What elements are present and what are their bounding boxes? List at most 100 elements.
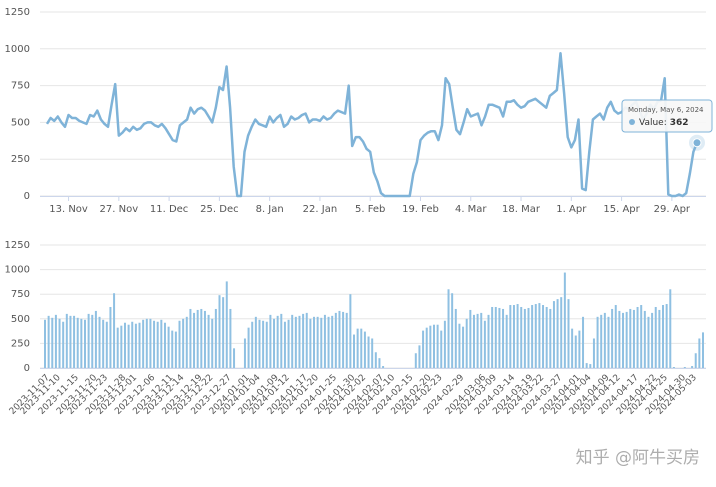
bar bbox=[669, 289, 672, 368]
bar bbox=[123, 322, 126, 368]
bar bbox=[294, 316, 297, 368]
bar bbox=[207, 314, 210, 368]
bar bbox=[545, 306, 548, 368]
bar bbox=[145, 318, 148, 368]
bar bbox=[418, 345, 421, 368]
bar bbox=[683, 367, 686, 368]
y-tick-label: 250 bbox=[11, 154, 30, 165]
y-tick-label: 500 bbox=[11, 314, 30, 325]
bar bbox=[193, 312, 196, 368]
bar bbox=[76, 317, 79, 368]
tooltip-label: Value: bbox=[639, 118, 667, 128]
bar bbox=[73, 315, 76, 368]
bar bbox=[640, 305, 643, 368]
hover-point bbox=[692, 138, 702, 148]
bar bbox=[91, 314, 94, 368]
bar bbox=[647, 316, 650, 368]
watermark: 知乎 @阿牛买房 bbox=[576, 448, 700, 468]
bar bbox=[200, 308, 203, 368]
bar bbox=[476, 313, 479, 368]
bar bbox=[585, 363, 588, 368]
bar bbox=[233, 348, 236, 368]
bar bbox=[527, 307, 530, 368]
tooltip-title: Monday, May 6, 2024 bbox=[628, 106, 704, 114]
bar bbox=[182, 318, 185, 368]
bar bbox=[436, 324, 439, 368]
bar bbox=[422, 330, 425, 368]
bar bbox=[171, 330, 174, 368]
bar bbox=[665, 304, 668, 368]
bar bbox=[269, 314, 272, 368]
bar bbox=[694, 353, 697, 368]
bar bbox=[69, 315, 72, 368]
bar bbox=[131, 321, 134, 368]
bar bbox=[323, 314, 326, 368]
bar bbox=[153, 320, 156, 368]
bar bbox=[429, 325, 432, 368]
bar bbox=[552, 301, 555, 368]
x-tick-label: 15. Apr bbox=[603, 204, 640, 215]
bar bbox=[287, 319, 290, 368]
bar bbox=[542, 305, 545, 368]
bar bbox=[113, 293, 116, 368]
bar bbox=[313, 316, 316, 368]
y-tick-label: 750 bbox=[11, 81, 30, 92]
bar bbox=[549, 308, 552, 368]
bar bbox=[189, 308, 192, 368]
bar bbox=[222, 297, 225, 368]
bar bbox=[425, 327, 428, 368]
bar bbox=[523, 308, 526, 368]
bar bbox=[600, 314, 603, 368]
bar bbox=[320, 317, 323, 368]
bar bbox=[607, 316, 610, 368]
bar bbox=[265, 321, 268, 368]
bar bbox=[622, 312, 625, 368]
bar bbox=[556, 299, 559, 368]
bar bbox=[560, 297, 563, 368]
y-tick-label: 1250 bbox=[5, 7, 30, 18]
bar bbox=[578, 330, 581, 368]
y-tick-label: 0 bbox=[24, 363, 30, 374]
bar bbox=[80, 318, 83, 368]
bar bbox=[62, 321, 65, 368]
bar bbox=[305, 312, 308, 368]
tooltip-value: 362 bbox=[670, 118, 689, 128]
bar bbox=[487, 314, 490, 368]
tooltip-text: Value: 362 bbox=[639, 118, 689, 128]
bar bbox=[469, 309, 472, 368]
bar bbox=[505, 314, 508, 368]
bar bbox=[454, 308, 457, 368]
bar bbox=[134, 323, 137, 368]
bar bbox=[203, 310, 206, 368]
x-tick-label: 13. Nov bbox=[49, 204, 88, 215]
bar bbox=[462, 326, 465, 368]
bar bbox=[142, 319, 145, 368]
bar bbox=[156, 321, 159, 368]
x-tick-label: 11. Dec bbox=[150, 204, 188, 215]
bar bbox=[109, 306, 112, 368]
bar bbox=[174, 331, 177, 368]
bar bbox=[494, 306, 497, 368]
bar bbox=[440, 330, 443, 368]
bar bbox=[309, 318, 312, 368]
bar bbox=[83, 319, 86, 368]
bar bbox=[138, 322, 141, 368]
bar bbox=[178, 320, 181, 368]
x-tick-label: 22. Jan bbox=[303, 204, 338, 215]
bar bbox=[498, 307, 501, 368]
bar bbox=[211, 318, 214, 368]
tooltip-box bbox=[621, 99, 713, 133]
bar bbox=[451, 293, 454, 368]
bar bbox=[662, 305, 665, 368]
bar bbox=[149, 318, 152, 368]
bar bbox=[218, 295, 221, 368]
bar bbox=[283, 321, 286, 368]
bar bbox=[338, 310, 341, 368]
bar bbox=[316, 316, 319, 368]
bar bbox=[334, 312, 337, 368]
bar bbox=[658, 309, 661, 368]
bar bbox=[432, 324, 435, 368]
bar bbox=[378, 358, 381, 368]
bar bbox=[654, 306, 657, 368]
